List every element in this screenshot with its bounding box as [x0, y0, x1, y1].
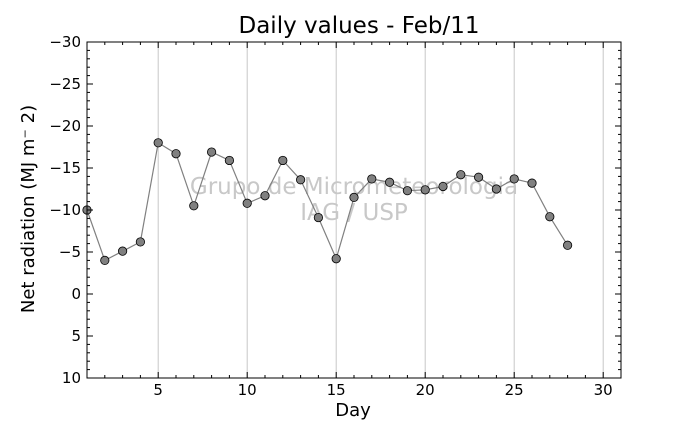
data-point	[100, 255, 110, 265]
y-tick-label: −20	[49, 117, 81, 135]
data-point	[438, 181, 448, 192]
grid-lines	[157, 42, 604, 378]
data-point	[349, 192, 359, 202]
y-tick-label: −5	[59, 243, 81, 261]
data-point	[527, 178, 537, 188]
y-tick-label: −30	[49, 33, 81, 51]
data-point	[331, 254, 341, 264]
data-point	[242, 198, 252, 208]
tick-labels: 5 10 15 20 25 30 −30 −25 −20 −15 −10 −5 0 5 10	[49, 33, 612, 399]
data-point	[224, 155, 234, 166]
data-point	[207, 147, 217, 157]
data-point	[473, 172, 484, 182]
x-tick-label: 20	[416, 381, 435, 399]
x-tick-label: 10	[238, 381, 257, 399]
y-tick-label: 10	[62, 369, 81, 387]
data-point	[456, 170, 466, 180]
y-tick-label: −10	[49, 201, 81, 219]
x-axis-label: Day	[335, 400, 371, 420]
data-point	[367, 174, 377, 184]
axis-ticks	[86, 41, 622, 379]
data-point	[384, 177, 395, 187]
y-tick-label: 0	[71, 285, 81, 303]
series-layer	[82, 138, 573, 265]
series-line	[86, 141, 569, 262]
data-point	[562, 240, 573, 250]
x-tick-label: 25	[505, 381, 524, 399]
data-point	[278, 155, 288, 166]
data-point	[135, 237, 145, 247]
x-tick-label: 5	[153, 381, 163, 399]
data-point	[118, 246, 128, 256]
data-point	[189, 201, 199, 211]
data-point	[491, 184, 501, 194]
chart-title: Daily values - Feb/11	[239, 13, 480, 39]
data-point	[402, 186, 412, 196]
y-tick-label: −15	[49, 159, 81, 177]
data-point	[260, 191, 270, 201]
x-tick-label: 15	[327, 381, 346, 399]
data-point	[153, 138, 163, 148]
data-point	[509, 174, 519, 184]
y-axis-label: Net radiation (MJ m⁻ 2)	[18, 105, 39, 313]
data-point	[420, 185, 430, 195]
y-tick-label: 5	[71, 327, 81, 345]
data-point	[295, 175, 306, 185]
data-point	[313, 212, 323, 223]
y-tick-label: −25	[49, 75, 81, 93]
data-point	[171, 149, 181, 159]
data-point	[545, 212, 555, 222]
x-tick-label: 30	[594, 381, 613, 399]
